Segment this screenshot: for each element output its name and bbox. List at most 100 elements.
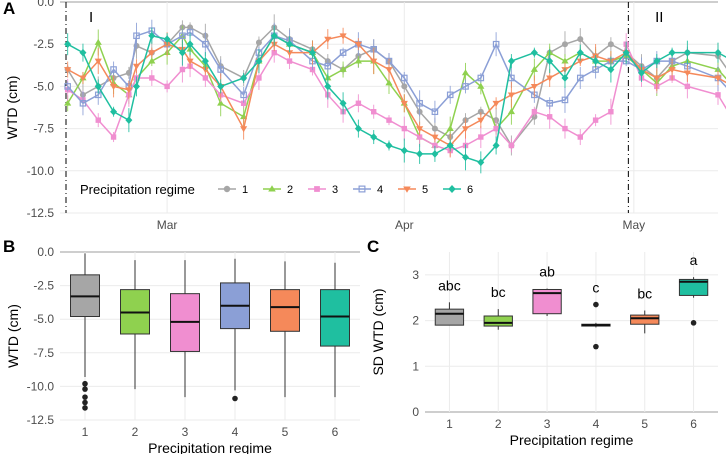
panel-a-period-label: II bbox=[655, 9, 663, 26]
panel-a-series-5-point bbox=[339, 33, 347, 40]
legend-entry-6: 6 bbox=[467, 184, 473, 196]
panel-a-period-label: I bbox=[89, 9, 93, 26]
panel-a-series-6-point bbox=[546, 57, 554, 65]
panel-a-series-5-point bbox=[400, 100, 408, 107]
panel-a-series-3-point bbox=[355, 100, 362, 106]
panel-a-series-3-point bbox=[110, 134, 117, 140]
box-outlier bbox=[593, 343, 599, 350]
panel-a-series-3-point bbox=[179, 66, 186, 73]
panel-a-series-5-point bbox=[125, 87, 133, 94]
panel-a-series-4-point bbox=[202, 40, 209, 48]
panel-b-box-6 bbox=[320, 262, 350, 398]
panel-a-series-2-point bbox=[561, 57, 569, 64]
panel-a-series-6-point bbox=[561, 74, 569, 82]
panel-a-series-1-point bbox=[607, 41, 614, 48]
panel-a-series-6-point bbox=[431, 150, 439, 158]
panel-b-x-tick-label: 5 bbox=[282, 425, 289, 439]
panel-c-x-tick-label: 2 bbox=[495, 417, 502, 431]
panel-a-series-2-point bbox=[148, 57, 156, 64]
panel-b-y-tick-label: -2.5 bbox=[33, 279, 54, 293]
panel-a-series-3-point bbox=[432, 142, 438, 149]
panel-a-series-6-point bbox=[416, 150, 424, 158]
panel-c-box-6 bbox=[678, 277, 709, 326]
panel-b-boxes bbox=[70, 253, 350, 411]
panel-a-series-4-point bbox=[477, 74, 485, 82]
panel-c-significance-label: bc bbox=[491, 284, 506, 300]
panel-a-series-3-point bbox=[370, 109, 377, 115]
panel-a-series-4-point bbox=[401, 74, 408, 82]
panel-a-series-3-point bbox=[271, 49, 277, 56]
panel-c-box-1 bbox=[434, 302, 465, 326]
panel-b-y-tick-label: -7.5 bbox=[33, 346, 54, 360]
panel-a-series-6-point bbox=[354, 124, 362, 133]
panel-a-series-5-point bbox=[324, 36, 332, 43]
panel-c-box-4 bbox=[581, 301, 611, 350]
panel-a-series-6-point bbox=[339, 99, 347, 108]
panel-a-series-6-point bbox=[217, 82, 225, 91]
box-iqr bbox=[434, 308, 465, 326]
panel-a-series-2-point bbox=[339, 65, 347, 72]
panel-a-series-6-point bbox=[622, 48, 630, 57]
panel-a-series-6-point bbox=[507, 57, 515, 65]
box-outlier bbox=[82, 399, 88, 406]
panel-c-boxes bbox=[434, 277, 709, 350]
legend-entry-5: 5 bbox=[422, 184, 428, 196]
panel-a-series-6 bbox=[64, 25, 726, 174]
panel-a-series-5-point bbox=[668, 67, 676, 74]
box-iqr bbox=[320, 289, 350, 347]
box-outlier bbox=[82, 405, 88, 411]
panel-c-box-5 bbox=[630, 310, 660, 334]
panel-a-series-5-point bbox=[79, 75, 87, 82]
panel-a-period-markers: I II bbox=[65, 2, 663, 213]
panel-b-y-tick-label: 0.0 bbox=[37, 245, 54, 259]
panel-a-series-2-point bbox=[461, 69, 470, 76]
panel-a-series-6-point bbox=[286, 40, 294, 48]
panel-a-y-tick-label: -2.5 bbox=[33, 37, 54, 51]
panel-a-series-5-point bbox=[385, 67, 393, 74]
panel-a-series-4-point bbox=[217, 66, 224, 73]
panel-a-series-2-point bbox=[354, 57, 362, 64]
panel-a-series-2-point bbox=[217, 99, 225, 106]
panel-a-series-5-point bbox=[201, 67, 209, 74]
panel-a-series-5-point bbox=[354, 41, 362, 48]
panel-a-series-1-point bbox=[561, 41, 568, 48]
panel-a-series-6-point bbox=[178, 48, 186, 57]
panel-a-series-6-point bbox=[683, 48, 691, 57]
panel-a-series-6-point bbox=[385, 141, 393, 150]
panel-a-series-6-point bbox=[255, 57, 263, 65]
legend-key-marker bbox=[268, 185, 276, 192]
legend-entry-4: 4 bbox=[377, 184, 383, 196]
panel-a-letter: A bbox=[3, 0, 15, 18]
panel-a-y-tick-label: -12.5 bbox=[27, 206, 55, 220]
panel-a-series-5 bbox=[64, 27, 726, 158]
legend-key-marker bbox=[358, 185, 366, 193]
panel-c-y-ticks: 0 1 2 3 bbox=[412, 268, 419, 419]
legend-key-marker bbox=[314, 186, 320, 192]
panel-b-x-tick-label: 1 bbox=[82, 425, 89, 439]
panel-a-series-2-point bbox=[94, 38, 102, 45]
panel-a-series-3-point bbox=[715, 92, 721, 98]
panel-a-series-5-point bbox=[94, 58, 102, 65]
box-outlier bbox=[82, 386, 88, 392]
panel-a-series-6-point bbox=[668, 48, 676, 57]
panel-a-series-6-point bbox=[163, 35, 171, 43]
panel-a-legend: Precipitation regime 1 2 3 4 5 6 bbox=[80, 182, 473, 197]
panel-a-series-6-point bbox=[462, 153, 470, 162]
panel-a-series-5-point bbox=[461, 126, 470, 133]
box-outlier bbox=[690, 320, 697, 326]
panel-a-series-3-point bbox=[577, 134, 583, 140]
panel-a-series-3-point bbox=[478, 134, 484, 140]
panel-b-x-axis-title: Precipitation regime bbox=[148, 440, 272, 454]
panel-c-x-axis-title: Precipitation regime bbox=[510, 432, 634, 448]
panel-a-x-tick-label: Apr bbox=[395, 218, 414, 232]
panel-a-series-6-point bbox=[446, 141, 454, 150]
panel-c-significance-label: abc bbox=[438, 277, 461, 293]
panel-a-series-6-point bbox=[714, 48, 722, 57]
panel-a-series-4-point bbox=[546, 99, 553, 107]
panel-a-series-5-point bbox=[285, 50, 294, 57]
panel-a-series-1-point bbox=[187, 24, 194, 31]
panel-a-series-5-point bbox=[683, 70, 691, 77]
panel-a-x-tick-label: May bbox=[623, 218, 646, 232]
panel-a-series-3-point bbox=[286, 58, 293, 64]
